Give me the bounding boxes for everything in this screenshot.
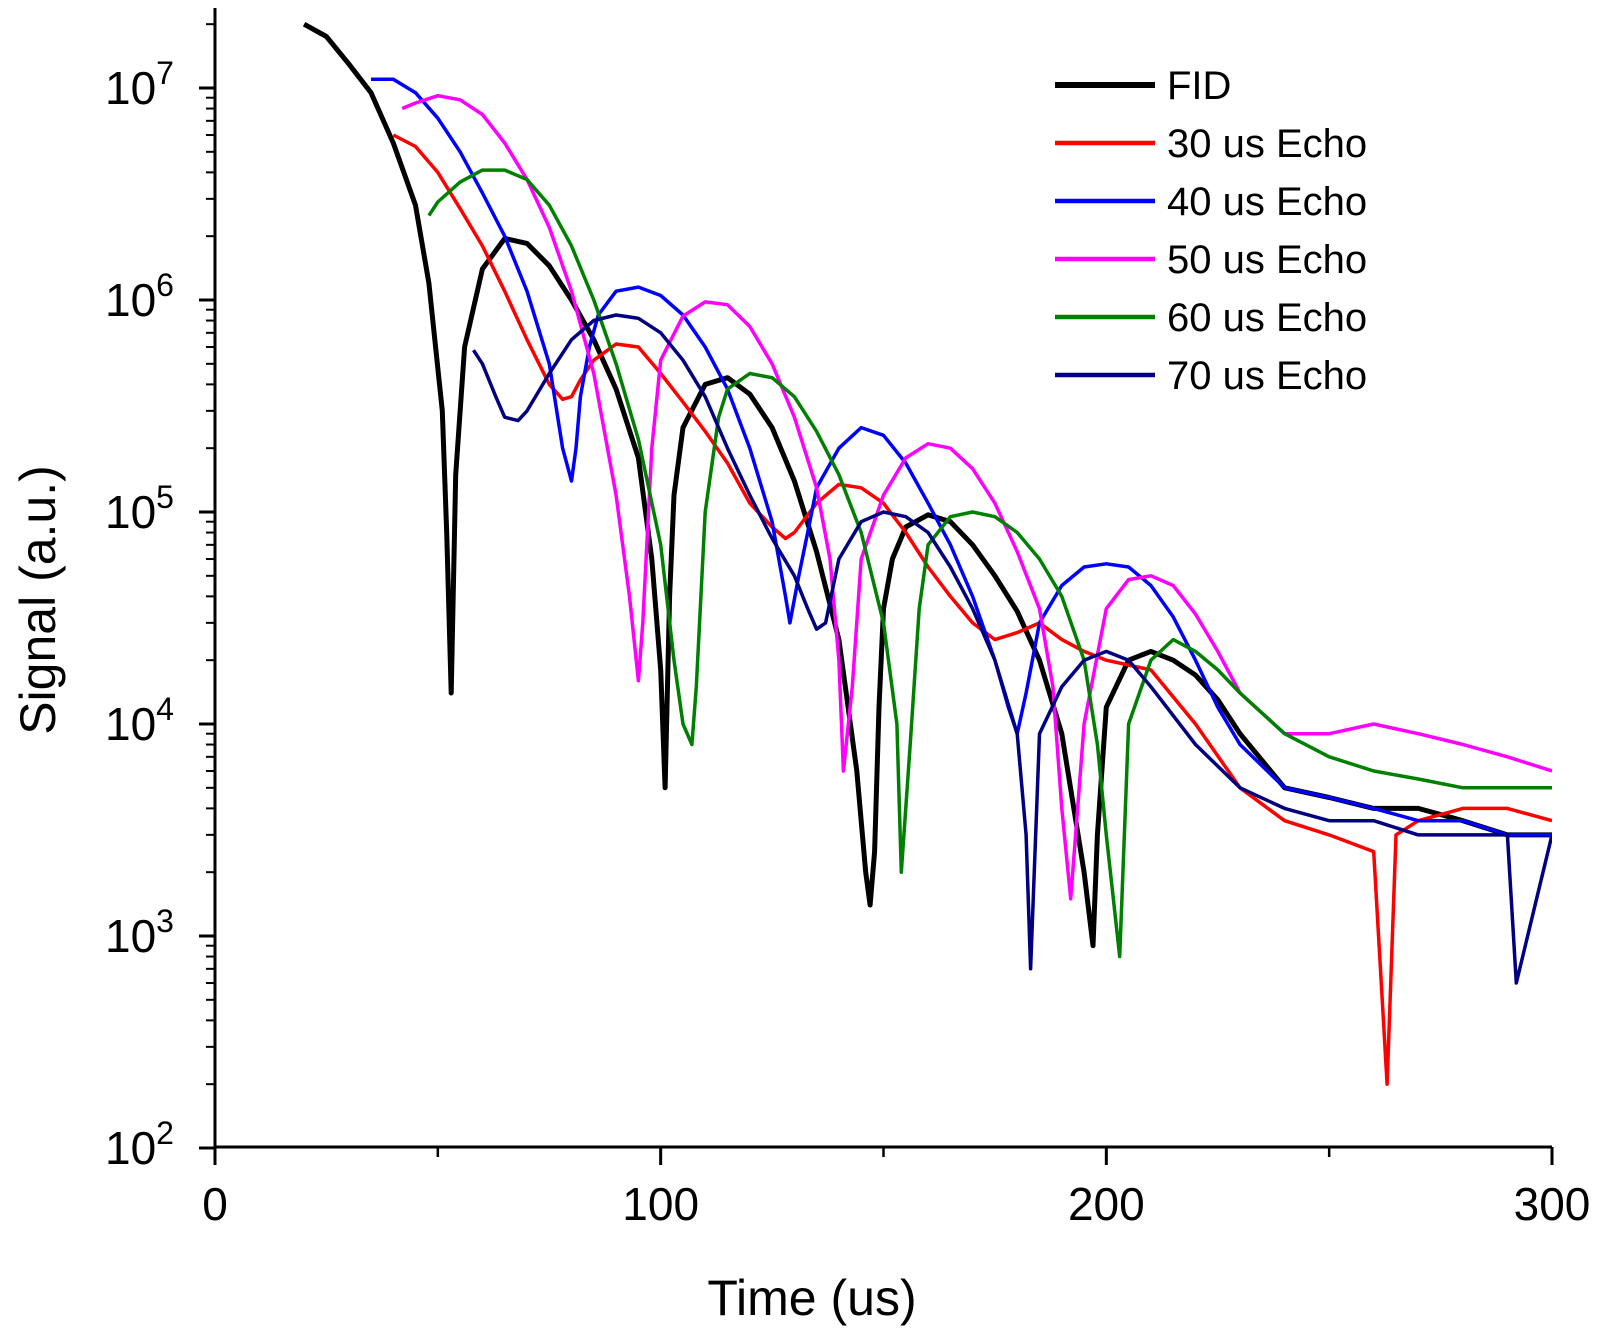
- x-tick-label: 300: [1514, 1178, 1591, 1230]
- series-layer: [302, 22, 1552, 1086]
- x-tick-label: 100: [622, 1178, 699, 1230]
- y-tick-label: 103: [105, 903, 174, 962]
- legend-label: 50 us Echo: [1167, 238, 1367, 282]
- legend-label: 30 us Echo: [1167, 122, 1367, 166]
- legend-label: 70 us Echo: [1167, 354, 1367, 398]
- legend-label: FID: [1167, 64, 1231, 108]
- series-line-40-us-echo: [371, 77, 1552, 837]
- y-tick-label: 102: [105, 1115, 174, 1174]
- legend: FID 30 us Echo 40 us Echo 50 us Echo 60 us E…: [1055, 64, 1367, 398]
- series-line-30-us-echo: [392, 133, 1552, 1086]
- y-axis-title: Signal (a.u.): [10, 465, 66, 735]
- axes-layer: [213, 8, 1552, 1149]
- legend-label: 60 us Echo: [1167, 296, 1367, 340]
- y-tick-label: 107: [105, 55, 174, 114]
- x-tick-label: 0: [202, 1178, 228, 1230]
- y-tick-label: 106: [105, 267, 174, 326]
- legend-label: 40 us Echo: [1167, 180, 1367, 224]
- y-tick-label: 104: [105, 691, 174, 750]
- x-axis-title: Time (us): [707, 1270, 916, 1326]
- ticks-layer: 0 100 200 300 102 103 104 105 106 107: [105, 23, 1591, 1230]
- series-line-70-us-echo: [472, 313, 1552, 985]
- series-line-50-us-echo: [401, 93, 1552, 901]
- y-tick-label: 105: [105, 479, 174, 538]
- x-tick-label: 200: [1068, 1178, 1145, 1230]
- series-line-60-us-echo: [427, 168, 1552, 959]
